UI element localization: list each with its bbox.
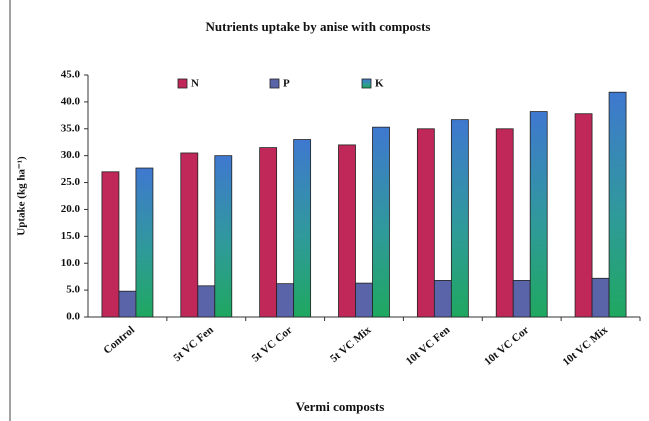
x-tick-label: 10t VC Fen	[404, 324, 453, 368]
y-axis-label: Uptake (kg ha⁻¹)	[16, 156, 28, 236]
legend-swatch	[269, 78, 280, 89]
x-tick-label: 10t VC Cor	[482, 324, 531, 368]
y-tick-label: 20.0	[61, 203, 81, 215]
y-tick-label: 10.0	[61, 257, 81, 269]
y-tick-label: 45.0	[61, 69, 81, 81]
x-tick-label: Control	[101, 324, 137, 357]
bar	[416, 128, 435, 318]
chart-title: Nutrients uptake by anise with composts	[206, 19, 431, 34]
legend-swatch	[361, 78, 372, 89]
legend-swatch	[177, 78, 188, 89]
bar	[180, 152, 199, 318]
y-tick-label: 35.0	[61, 122, 81, 134]
bar	[433, 280, 452, 318]
x-tick-label: 10t VC Mix	[560, 324, 610, 369]
x-tick-label: 5t VC Cor	[250, 324, 295, 365]
y-tick-label: 5.0	[66, 284, 80, 296]
y-tick-label: 0.0	[66, 311, 80, 323]
bar	[214, 155, 233, 318]
y-tick-label: 30.0	[61, 149, 81, 161]
bar	[574, 113, 593, 318]
y-tick-label: 40.0	[61, 95, 81, 107]
bar	[338, 144, 356, 318]
bar	[276, 283, 295, 318]
bar	[135, 167, 154, 318]
bar	[355, 282, 373, 318]
bar	[529, 111, 548, 318]
legend-label: P	[283, 78, 290, 90]
bar	[495, 128, 514, 318]
bar	[608, 91, 627, 318]
legend-label: N	[191, 78, 199, 90]
bar	[118, 290, 137, 318]
x-tick-label: 5t VC Fen	[171, 324, 216, 364]
x-axis-label: Vermi composts	[296, 399, 385, 414]
bar	[450, 119, 469, 318]
bar	[372, 126, 390, 318]
y-tick-label: 15.0	[61, 230, 81, 242]
bar	[293, 139, 312, 318]
bar	[101, 171, 120, 318]
bar	[512, 280, 531, 318]
bar	[591, 277, 610, 318]
bar	[259, 147, 278, 318]
y-tick-label: 25.0	[61, 176, 81, 188]
x-tick-label: 5t VC Mix	[328, 324, 374, 365]
legend-label: K	[375, 78, 384, 90]
bar	[197, 285, 216, 318]
